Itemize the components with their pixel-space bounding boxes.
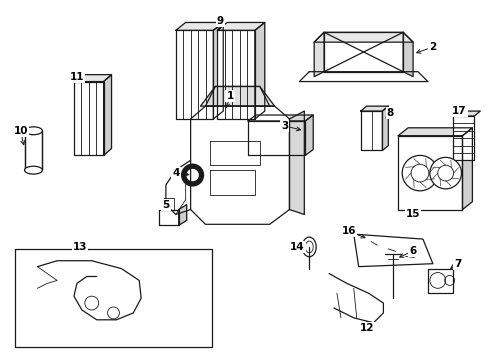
Text: 4: 4	[172, 168, 179, 178]
Polygon shape	[427, 269, 452, 293]
Text: 1: 1	[226, 91, 233, 101]
Polygon shape	[397, 136, 462, 210]
Polygon shape	[397, 128, 471, 136]
Polygon shape	[217, 22, 264, 30]
Polygon shape	[210, 170, 254, 195]
Polygon shape	[382, 106, 387, 150]
Circle shape	[401, 156, 437, 191]
Polygon shape	[462, 128, 471, 210]
Polygon shape	[175, 22, 223, 30]
Circle shape	[429, 157, 461, 189]
Ellipse shape	[24, 166, 42, 174]
Polygon shape	[159, 210, 179, 225]
Polygon shape	[213, 22, 223, 119]
Text: 9: 9	[216, 15, 224, 26]
Text: 7: 7	[453, 259, 460, 269]
Polygon shape	[74, 82, 103, 156]
Polygon shape	[175, 30, 213, 119]
Text: 14: 14	[289, 242, 304, 252]
Polygon shape	[452, 111, 479, 116]
Polygon shape	[200, 86, 269, 106]
Polygon shape	[217, 30, 254, 119]
Polygon shape	[179, 204, 186, 225]
Text: 15: 15	[405, 210, 420, 220]
Text: 13: 13	[73, 242, 87, 252]
Text: 6: 6	[408, 246, 416, 256]
Text: 8: 8	[386, 108, 393, 118]
Polygon shape	[254, 22, 264, 119]
Polygon shape	[314, 32, 412, 42]
Polygon shape	[353, 234, 432, 267]
Text: 3: 3	[280, 121, 287, 131]
Polygon shape	[24, 131, 42, 170]
Polygon shape	[103, 75, 111, 156]
Polygon shape	[360, 111, 382, 150]
Text: 12: 12	[359, 323, 373, 333]
Text: 11: 11	[69, 72, 84, 82]
Polygon shape	[190, 106, 289, 224]
Text: 5: 5	[162, 199, 169, 210]
Polygon shape	[402, 32, 412, 77]
Polygon shape	[324, 32, 402, 72]
Text: 2: 2	[428, 42, 436, 52]
Ellipse shape	[24, 127, 42, 135]
Polygon shape	[314, 32, 324, 77]
Polygon shape	[305, 115, 313, 156]
Polygon shape	[452, 116, 473, 160]
Text: 17: 17	[451, 106, 466, 116]
Polygon shape	[247, 115, 313, 121]
Polygon shape	[74, 75, 111, 82]
Polygon shape	[210, 141, 259, 165]
Polygon shape	[247, 121, 305, 156]
Polygon shape	[205, 86, 274, 106]
Polygon shape	[299, 72, 427, 82]
Polygon shape	[360, 106, 387, 111]
Text: 16: 16	[341, 226, 355, 236]
Text: 10: 10	[13, 126, 28, 136]
Polygon shape	[289, 111, 304, 215]
